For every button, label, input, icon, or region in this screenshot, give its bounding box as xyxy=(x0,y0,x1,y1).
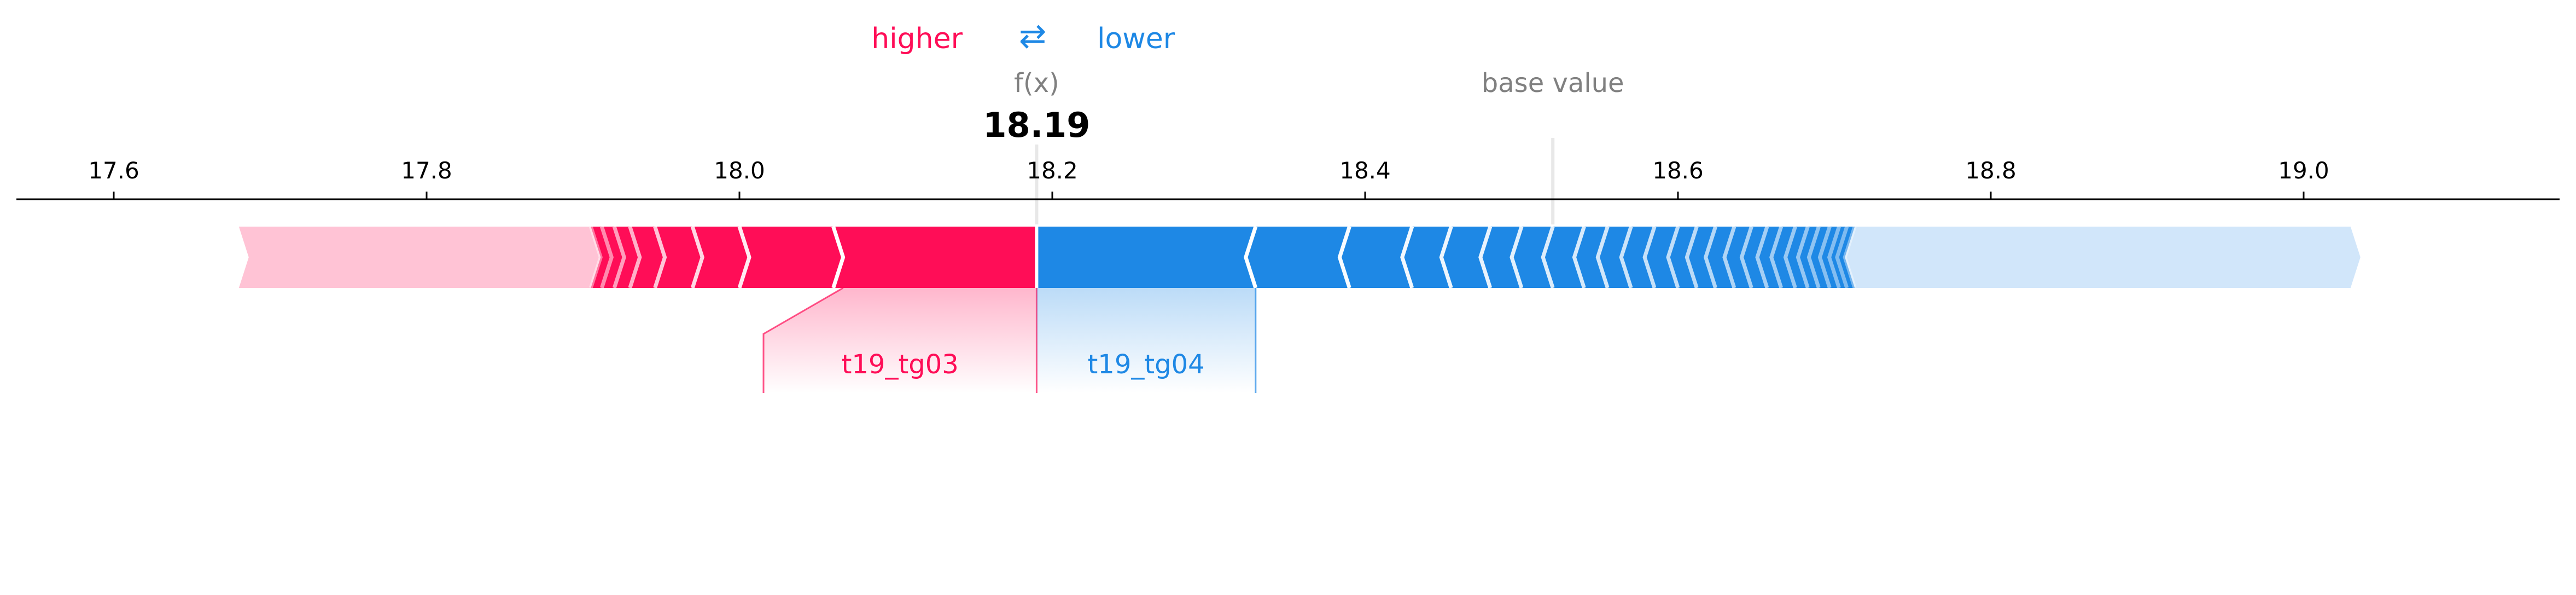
higher-feature-box xyxy=(764,288,1037,393)
lower-chevron xyxy=(1685,226,1699,289)
higher-chevron xyxy=(831,226,846,289)
feature-labels: t19_tg03 t19_tg04 xyxy=(762,287,1257,393)
x-axis-ticks: 17.6 17.8 18.0 18.2 18.4 18.6 18.8 19.0 xyxy=(88,157,2329,199)
legend-lower: lower xyxy=(1097,22,1175,55)
legend-higher: higher xyxy=(871,22,963,55)
lower-chevron xyxy=(1478,226,1493,289)
lower-chevron xyxy=(1806,226,1821,289)
higher-chevron xyxy=(737,226,751,289)
lower-chevron xyxy=(1755,226,1769,289)
lower-chevron xyxy=(1642,226,1657,289)
lower-chevron xyxy=(1796,226,1810,289)
lower-chevron xyxy=(1510,226,1524,289)
lower-chevron xyxy=(1843,226,1857,289)
lower-chevron xyxy=(1541,226,1555,289)
lower-chevron xyxy=(1835,226,1849,289)
lower-feature-box xyxy=(1036,288,1256,393)
output-label: f(x) xyxy=(1014,68,1059,99)
feature-label-higher: t19_tg03 xyxy=(842,349,959,380)
x-tick-label: 18.4 xyxy=(1339,157,1391,184)
lower-chevron xyxy=(1595,226,1610,289)
feature-label-lower: t19_tg04 xyxy=(1087,349,1204,380)
lower-chevron xyxy=(1400,226,1414,289)
lower-chevron xyxy=(1769,226,1784,289)
higher-chevron xyxy=(599,226,614,289)
higher-bar-feature xyxy=(833,227,1037,288)
lower-chevron xyxy=(1739,226,1753,289)
x-tick-label: 18.2 xyxy=(1027,157,1078,184)
x-tick-label: 17.8 xyxy=(401,157,452,184)
x-tick-label: 19.0 xyxy=(2278,157,2329,184)
lower-bar-feature xyxy=(1036,227,1256,288)
force-chevrons xyxy=(588,226,1857,289)
lower-chevron xyxy=(1703,226,1717,289)
lower-chevron xyxy=(1337,226,1351,289)
base-value-label: base value xyxy=(1482,68,1624,99)
higher-chevron xyxy=(628,226,642,289)
lower-chevron xyxy=(1783,226,1797,289)
higher-chevron xyxy=(612,226,626,289)
lower-chevron xyxy=(1827,226,1841,289)
lower-chevron xyxy=(1619,226,1633,289)
lower-chevron xyxy=(1666,226,1680,289)
lower-bar-segment xyxy=(1245,227,1855,288)
lower-chevron xyxy=(1244,226,1258,289)
x-tick-label: 18.8 xyxy=(1965,157,2016,184)
force-bars xyxy=(238,227,2361,288)
x-tick-label: 17.6 xyxy=(88,157,139,184)
higher-chevron xyxy=(690,226,704,289)
higher-bar-segment xyxy=(591,227,843,288)
x-tick-label: 18.0 xyxy=(714,157,765,184)
output-value: 18.19 xyxy=(983,105,1090,145)
higher-chevron xyxy=(653,226,667,289)
lower-chevron xyxy=(1572,226,1586,289)
lower-chevron xyxy=(1439,226,1453,289)
legend-arrow-icon: ⇄ xyxy=(1019,17,1046,55)
lower-chevron xyxy=(1817,226,1832,289)
higher-feature-connector xyxy=(762,287,844,393)
higher-chevron xyxy=(588,226,603,289)
x-tick-label: 18.6 xyxy=(1652,157,1704,184)
lower-chevron xyxy=(1722,226,1736,289)
